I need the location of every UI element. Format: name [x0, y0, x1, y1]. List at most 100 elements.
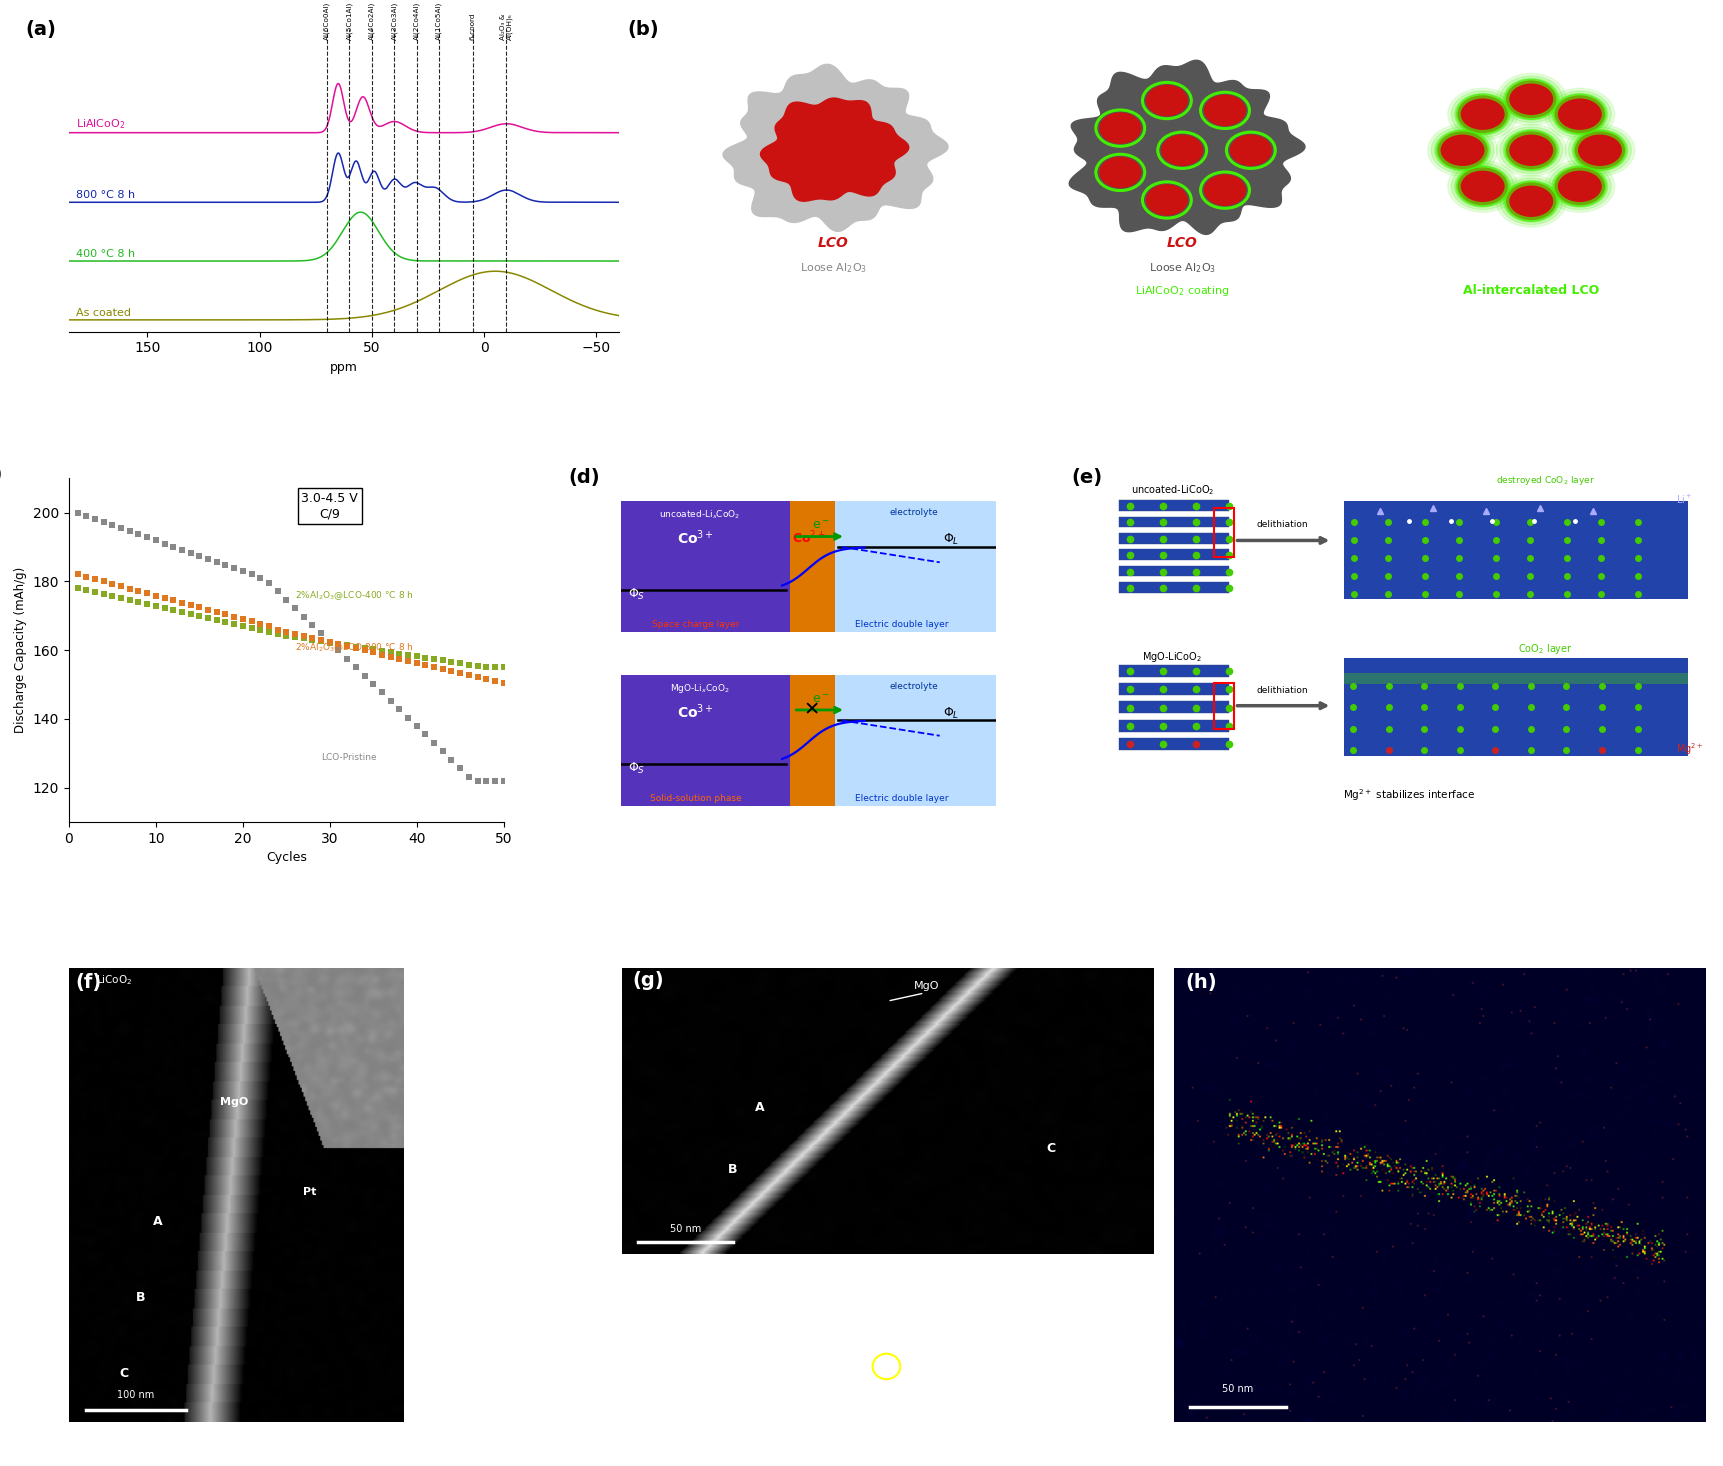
Text: Space charge layer: Space charge layer: [651, 620, 739, 629]
Circle shape: [1496, 125, 1566, 176]
Text: LiAlCoO$_2$ coating: LiAlCoO$_2$ coating: [1135, 284, 1230, 298]
Text: Al(4Co2Al): Al(4Co2Al): [369, 1, 376, 40]
Text: LiAlCoO$_2$: LiAlCoO$_2$: [76, 117, 126, 130]
Circle shape: [1508, 183, 1556, 220]
Circle shape: [1504, 129, 1559, 172]
Bar: [1118, 500, 1228, 512]
Bar: [834, 501, 996, 632]
Circle shape: [1549, 163, 1611, 210]
Bar: [1344, 658, 1689, 756]
Y-axis label: Discharge Capacity (mAh/g): Discharge Capacity (mAh/g): [14, 567, 28, 733]
Bar: [1118, 566, 1228, 576]
Text: 50 nm: 50 nm: [1223, 1384, 1254, 1394]
Bar: [620, 501, 789, 632]
Text: Mg$^{2+}$ stabilizes interface: Mg$^{2+}$ stabilizes interface: [1344, 787, 1475, 803]
Text: B: B: [424, 1124, 431, 1133]
Polygon shape: [1070, 60, 1304, 235]
Text: 3.0-4.5 V
C/9: 3.0-4.5 V C/9: [302, 493, 358, 520]
Text: Electric double layer: Electric double layer: [855, 793, 949, 802]
Circle shape: [1504, 180, 1559, 221]
Circle shape: [1230, 135, 1272, 166]
Circle shape: [1156, 132, 1208, 169]
Bar: [1118, 720, 1228, 732]
Text: (h): (h): [1185, 973, 1216, 992]
Circle shape: [1225, 132, 1277, 169]
Circle shape: [1564, 125, 1635, 176]
Bar: [1118, 664, 1228, 677]
Circle shape: [1435, 129, 1490, 172]
Bar: [834, 674, 996, 805]
Circle shape: [1447, 88, 1518, 141]
Circle shape: [1432, 128, 1494, 173]
Text: B: B: [136, 1292, 145, 1305]
X-axis label: ppm: ppm: [329, 361, 358, 374]
Circle shape: [1199, 91, 1251, 129]
Circle shape: [1428, 125, 1497, 176]
Text: C: C: [1048, 1142, 1056, 1155]
Text: [010]$_{zone-axis}$: [010]$_{zone-axis}$: [544, 973, 588, 982]
Bar: [1118, 701, 1228, 714]
Polygon shape: [724, 65, 948, 232]
Text: MgO-LiCoO$_2$: MgO-LiCoO$_2$: [1142, 649, 1203, 664]
Text: LCO: LCO: [1166, 236, 1197, 251]
Text: Co$^{2+}$: Co$^{2+}$: [791, 529, 825, 547]
Text: 50 nm: 50 nm: [670, 1224, 701, 1234]
Text: c: c: [810, 1267, 815, 1277]
Circle shape: [1552, 94, 1608, 135]
Text: 6-coord: 6-coord: [470, 12, 476, 40]
Text: 400 °C 8 h: 400 °C 8 h: [76, 249, 134, 259]
Text: A: A: [755, 1101, 763, 1114]
Circle shape: [1458, 97, 1508, 132]
Circle shape: [1496, 73, 1566, 125]
Circle shape: [1546, 160, 1614, 213]
Circle shape: [1099, 113, 1141, 144]
Circle shape: [1199, 172, 1251, 210]
Circle shape: [1496, 176, 1566, 227]
Text: A: A: [424, 972, 431, 981]
Text: Al(1Co5Al): Al(1Co5Al): [436, 1, 443, 40]
Circle shape: [1571, 129, 1628, 172]
Text: Pt: Pt: [303, 1187, 317, 1198]
Text: 000: 000: [639, 1311, 650, 1315]
Circle shape: [1141, 82, 1192, 120]
Text: Al(5Co1Al): Al(5Co1Al): [346, 1, 353, 40]
Text: MgO: MgO: [913, 981, 939, 991]
Bar: [1344, 501, 1689, 600]
Text: Al₂O₃ &
Al(OH)₆: Al₂O₃ & Al(OH)₆: [500, 13, 513, 40]
Text: CoO$_2$ layer: CoO$_2$ layer: [1518, 642, 1573, 655]
Text: (g): (g): [632, 972, 663, 991]
Bar: [1213, 507, 1234, 557]
Text: Mg$^{2+}$: Mg$^{2+}$: [1676, 742, 1704, 756]
Text: $\Phi_L$: $\Phi_L$: [944, 705, 960, 721]
Circle shape: [1454, 94, 1511, 135]
Text: [010]$_{zone-axis}$: [010]$_{zone-axis}$: [631, 1268, 669, 1277]
Text: 003: 003: [526, 1031, 536, 1036]
Text: (f): (f): [76, 973, 102, 992]
Text: MgO-Li$_x$CoO$_2$: MgO-Li$_x$CoO$_2$: [670, 682, 729, 695]
Text: delithiation: delithiation: [1256, 520, 1308, 529]
Circle shape: [1161, 135, 1203, 166]
Circle shape: [1146, 185, 1187, 216]
Text: e$^-$: e$^-$: [813, 693, 830, 705]
Text: Loose Al$_2$O$_3$: Loose Al$_2$O$_3$: [799, 261, 867, 276]
Text: Al(2Co4Al): Al(2Co4Al): [414, 1, 420, 40]
Text: (c): (c): [0, 465, 3, 484]
Text: Al-intercalated LCO: Al-intercalated LCO: [1463, 284, 1599, 296]
Circle shape: [1146, 85, 1187, 116]
Bar: [1118, 516, 1228, 528]
Circle shape: [1499, 76, 1563, 123]
X-axis label: Cycles: Cycles: [265, 852, 307, 863]
Text: electrolyte: electrolyte: [889, 509, 937, 517]
Text: Co$^{3+}$: Co$^{3+}$: [677, 529, 713, 547]
Text: 101: 101: [432, 1003, 443, 1007]
Text: destroyed CoO$_2$ layer: destroyed CoO$_2$ layer: [1496, 474, 1595, 487]
Bar: [620, 674, 789, 805]
Bar: [789, 501, 834, 632]
Bar: [1213, 683, 1234, 729]
Text: uncoated-LiCoO$_2$: uncoated-LiCoO$_2$: [1130, 484, 1215, 497]
Text: electrolyte: electrolyte: [889, 682, 937, 690]
Text: Solid-solution phase: Solid-solution phase: [650, 793, 741, 802]
Circle shape: [1451, 91, 1515, 138]
Circle shape: [1546, 88, 1614, 141]
Circle shape: [1556, 169, 1604, 204]
